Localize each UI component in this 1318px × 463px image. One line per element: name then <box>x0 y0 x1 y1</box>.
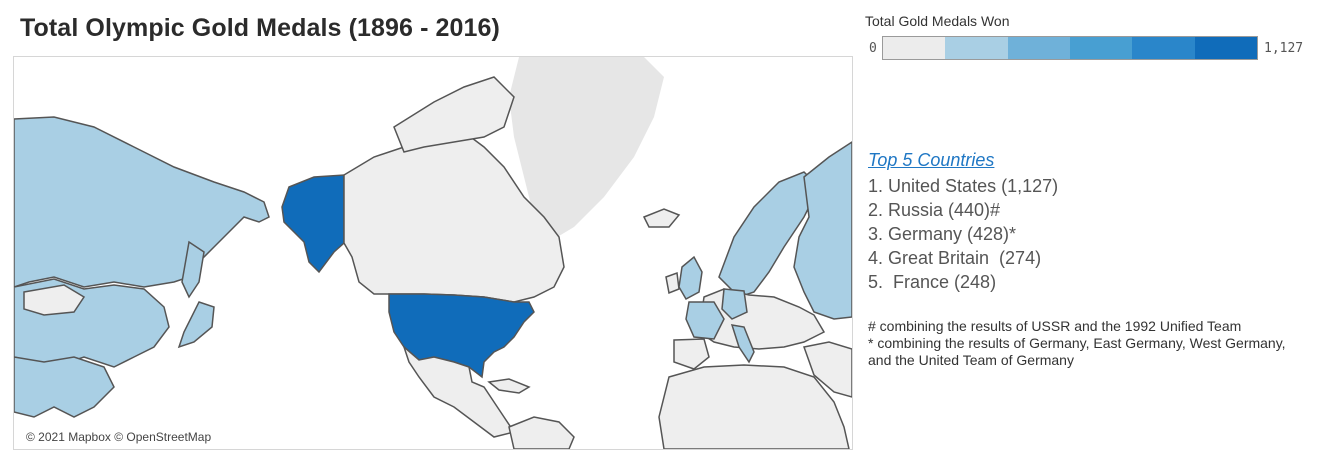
legend-swatch <box>1132 37 1195 59</box>
dashboard-title: Total Olympic Gold Medals (1896 - 2016) <box>20 14 500 42</box>
top5-heading[interactable]: Top 5 Countries <box>868 150 995 170</box>
top5-item: 4. Great Britain (274) <box>868 248 1042 268</box>
region-arctic-islands[interactable] <box>393 76 515 153</box>
footnote-ussr: # combining the results of USSR and the … <box>868 318 1242 334</box>
top5-item: 5. France (248) <box>868 272 997 292</box>
map-attribution[interactable]: © 2021 Mapbox © OpenStreetMap <box>22 429 216 445</box>
country-ireland[interactable] <box>665 271 680 295</box>
region-south-america[interactable] <box>508 416 575 449</box>
legend-max-label: 1,127 <box>1264 41 1304 56</box>
country-great-britain[interactable] <box>678 255 703 301</box>
region-middle-east[interactable] <box>803 341 852 398</box>
greenland-shape[interactable] <box>509 57 664 242</box>
legend-swatch <box>945 37 1008 59</box>
region-caribbean[interactable] <box>487 378 531 394</box>
legend-swatch <box>1194 37 1257 59</box>
world-map[interactable]: © 2021 Mapbox © OpenStreetMap <box>13 56 853 450</box>
footnotes: # combining the results of USSR and the … <box>868 318 1308 369</box>
country-southeast-asia[interactable] <box>14 356 115 418</box>
color-legend <box>882 36 1258 60</box>
top5-item: 3. Germany (428)* <box>868 224 1017 244</box>
top5-panel: Top 5 Countries 1. United States (1,127)… <box>868 150 1058 294</box>
country-russia-kamchatka[interactable] <box>181 240 205 299</box>
legend-title: Total Gold Medals Won <box>865 13 1010 29</box>
country-japan[interactable] <box>177 301 215 349</box>
country-italy[interactable] <box>730 324 755 364</box>
legend-swatch <box>1007 37 1070 59</box>
country-france[interactable] <box>685 301 725 340</box>
legend-swatch <box>1069 37 1133 59</box>
country-alaska[interactable] <box>281 174 345 274</box>
country-iceland[interactable] <box>642 208 681 228</box>
map-canvas[interactable] <box>14 57 852 449</box>
legend-swatch <box>883 37 946 59</box>
country-germany[interactable] <box>721 288 748 320</box>
top5-item: 2. Russia (440)# <box>868 200 1001 220</box>
region-africa[interactable] <box>658 364 850 449</box>
top5-item: 1. United States (1,127) <box>868 176 1059 196</box>
country-spain[interactable] <box>673 338 710 370</box>
country-mongolia[interactable] <box>23 284 86 316</box>
country-russia-west[interactable] <box>793 141 852 320</box>
footnote-germany: * combining the results of Germany, East… <box>868 335 1286 368</box>
legend-min-label: 0 <box>869 41 877 56</box>
country-russia-east[interactable] <box>14 116 270 288</box>
country-mexico[interactable] <box>402 344 516 438</box>
